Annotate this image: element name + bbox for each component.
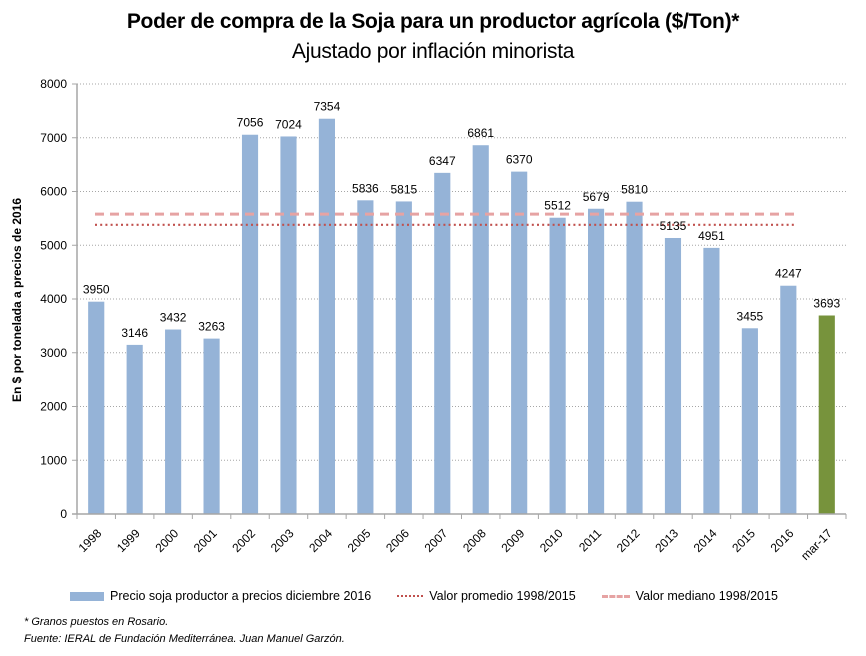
bar <box>549 217 566 515</box>
source-note: Fuente: IERAL de Fundación Mediterránea.… <box>24 633 345 645</box>
x-tick-label: 2004 <box>306 526 335 555</box>
data-label: 3263 <box>198 320 225 334</box>
y-axis-ticks: 0 1000 2000 3000 4000 5000 6000 7000 8000 <box>40 77 78 521</box>
x-tick-label: 2001 <box>191 526 220 555</box>
bar <box>664 237 682 514</box>
bar <box>280 136 297 514</box>
bar <box>472 145 489 514</box>
x-tick-label: 2007 <box>422 526 451 555</box>
bar <box>780 285 797 514</box>
x-tick-label: 2015 <box>729 526 758 555</box>
data-label: 5679 <box>583 190 610 204</box>
legend-label-price: Precio soja productor a precios diciembr… <box>110 589 372 603</box>
bar <box>818 315 835 514</box>
x-tick-label: 2009 <box>499 526 528 555</box>
legend-label-average: Valor promedio 1998/2015 <box>429 589 576 603</box>
x-tick-label: 2016 <box>768 526 797 555</box>
x-tick-label: 2010 <box>537 526 566 555</box>
bar <box>511 171 528 515</box>
data-label: 6370 <box>506 153 533 167</box>
x-tick-label: 2005 <box>345 526 374 555</box>
data-label: 7354 <box>314 100 341 114</box>
bar <box>395 201 412 514</box>
bar <box>741 328 758 514</box>
data-label: 3146 <box>121 326 148 340</box>
chart-subtitle: Ajustado por inflación minorista <box>291 40 575 63</box>
y-tick-label: 7000 <box>40 131 67 145</box>
y-tick-label: 8000 <box>40 77 67 91</box>
x-tick-label: 2011 <box>576 526 604 554</box>
bar <box>88 301 105 514</box>
x-tick-label: 2003 <box>268 526 297 555</box>
footnote: * Granos puestos en Rosario. <box>24 616 169 628</box>
legend-item-average: Valor promedio 1998/2015 <box>397 589 576 603</box>
y-tick-label: 1000 <box>40 453 67 467</box>
x-tick-label: 1999 <box>114 526 143 555</box>
data-label: 5512 <box>544 199 571 213</box>
legend-swatch-bar <box>70 591 104 601</box>
x-tick-label: 1998 <box>76 526 105 555</box>
chart-plot: 0 1000 2000 3000 4000 5000 6000 7000 8000 3950 31… <box>10 77 847 563</box>
reference-lines <box>95 212 797 226</box>
bar <box>318 118 335 514</box>
data-label: 3432 <box>160 311 187 325</box>
data-label: 4951 <box>698 229 725 243</box>
data-label: 5815 <box>390 182 417 196</box>
bar <box>165 329 182 514</box>
legend: Precio soja productor a precios diciembr… <box>70 589 804 603</box>
data-label: 7024 <box>275 117 302 131</box>
data-label: 5135 <box>660 219 687 233</box>
bar <box>203 338 220 514</box>
y-tick-label: 6000 <box>40 185 67 199</box>
data-label: 3693 <box>813 297 840 311</box>
data-label: 5836 <box>352 181 379 195</box>
x-tick-label: 2006 <box>383 526 412 555</box>
data-label: 6861 <box>467 126 494 140</box>
x-tick-label: 2000 <box>152 526 181 555</box>
y-tick-label: 2000 <box>40 400 67 414</box>
y-tick-label: 3000 <box>40 346 67 360</box>
x-tick-label: mar-17 <box>798 526 835 563</box>
bar <box>588 208 605 514</box>
legend-swatch-dotted <box>397 595 424 597</box>
data-label: 6347 <box>429 154 456 168</box>
bars <box>88 118 835 515</box>
x-tick-label: 2012 <box>614 526 643 555</box>
data-label: 5810 <box>621 183 648 197</box>
y-tick-label: 5000 <box>40 238 67 252</box>
data-label: 3950 <box>83 283 110 297</box>
data-label: 7056 <box>237 116 264 130</box>
x-tick-label: 2013 <box>652 526 681 555</box>
bar <box>241 134 259 515</box>
bar <box>703 247 720 515</box>
bar <box>434 172 451 514</box>
x-tick-label: 2002 <box>229 526 258 555</box>
chart-title: Poder de compra de la Soja para un produ… <box>126 10 740 33</box>
legend-item-median: Valor mediano 1998/2015 <box>601 589 778 603</box>
legend-swatch-dashed <box>601 594 630 598</box>
data-labels: 3950 3146 3432 3263 7056 7024 7354 5836 5815 6347… <box>83 100 841 340</box>
x-tick-label: 2008 <box>460 526 489 555</box>
data-label: 4247 <box>775 267 802 281</box>
legend-item-price: Precio soja productor a precios diciembr… <box>70 589 371 603</box>
bar <box>126 344 143 514</box>
bar <box>357 200 374 514</box>
gridlines <box>77 83 846 461</box>
x-axis-ticks: 1998 1999 2000 2001 2002 2003 2004 2005 2006 2007… <box>72 513 847 563</box>
y-tick-label: 0 <box>60 507 67 521</box>
y-axis-label: En $ por tonelada a precios de 2016 <box>10 198 24 402</box>
legend-label-median: Valor mediano 1998/2015 <box>635 589 778 603</box>
data-label: 3455 <box>737 309 764 323</box>
x-tick-label: 2014 <box>691 526 720 555</box>
bar <box>626 201 643 514</box>
y-tick-label: 4000 <box>40 292 67 306</box>
